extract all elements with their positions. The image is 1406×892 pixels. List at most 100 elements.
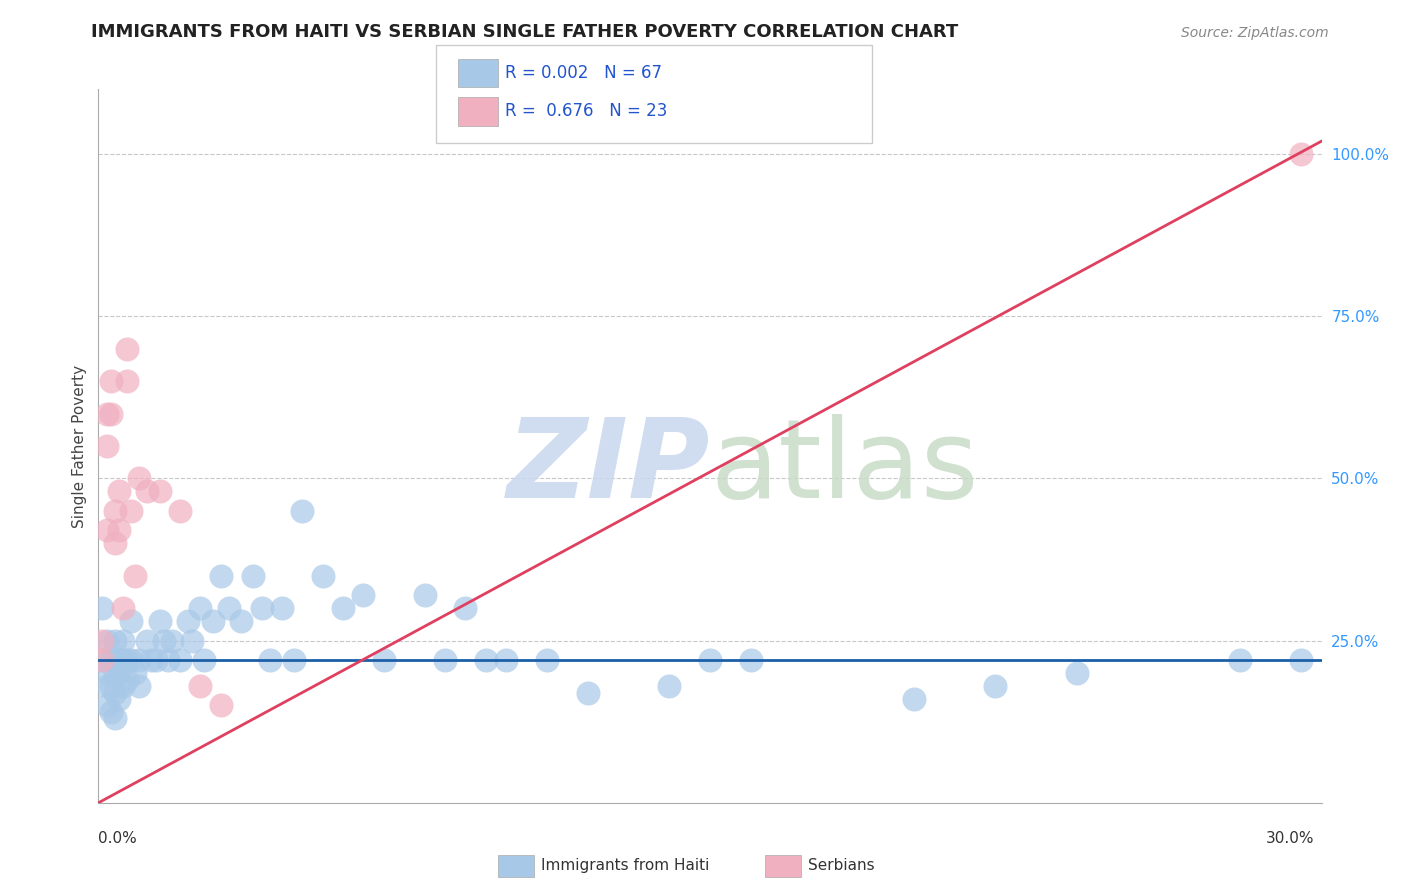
Point <box>108 484 131 499</box>
Text: Source: ZipAtlas.com: Source: ZipAtlas.com <box>1181 27 1329 40</box>
Point <box>740 653 762 667</box>
Point <box>250 601 273 615</box>
Point <box>434 653 457 667</box>
Point <box>141 653 163 667</box>
Point <box>104 633 127 648</box>
Point <box>1291 653 1313 667</box>
Point <box>91 653 114 667</box>
Point <box>108 666 131 681</box>
Point <box>104 536 127 550</box>
Point <box>352 588 374 602</box>
Point <box>96 439 118 453</box>
Text: R =  0.676   N = 23: R = 0.676 N = 23 <box>505 103 666 120</box>
Point <box>152 633 174 648</box>
Point <box>124 666 146 681</box>
Point <box>291 504 314 518</box>
Point <box>1229 653 1251 667</box>
Point <box>145 653 167 667</box>
Point <box>111 601 134 615</box>
Point <box>96 698 118 713</box>
Point <box>104 685 127 699</box>
Point <box>120 614 142 628</box>
Point <box>100 705 122 719</box>
Point <box>96 679 118 693</box>
Point <box>1291 147 1313 161</box>
Point <box>104 504 127 518</box>
Point <box>984 679 1007 693</box>
Point <box>1066 666 1088 681</box>
Point <box>160 633 183 648</box>
Point <box>209 698 232 713</box>
Point <box>115 673 138 687</box>
Point <box>96 666 118 681</box>
Point <box>658 679 681 693</box>
Point <box>209 568 232 582</box>
Point <box>149 614 172 628</box>
Point <box>100 407 122 421</box>
Point <box>181 633 204 648</box>
Point <box>536 653 558 667</box>
Text: R = 0.002   N = 67: R = 0.002 N = 67 <box>505 64 662 82</box>
Point <box>193 653 215 667</box>
Text: ZIP: ZIP <box>506 414 710 521</box>
Point <box>903 692 925 706</box>
Point <box>100 679 122 693</box>
Point <box>218 601 240 615</box>
Point <box>188 679 212 693</box>
Point <box>259 653 281 667</box>
Point <box>91 633 114 648</box>
Text: IMMIGRANTS FROM HAITI VS SERBIAN SINGLE FATHER POVERTY CORRELATION CHART: IMMIGRANTS FROM HAITI VS SERBIAN SINGLE … <box>91 23 959 41</box>
Point <box>332 601 354 615</box>
Text: Serbians: Serbians <box>808 858 875 872</box>
Text: 30.0%: 30.0% <box>1267 831 1315 846</box>
Point <box>120 504 142 518</box>
Point <box>156 653 179 667</box>
Point <box>312 568 335 582</box>
Point <box>120 653 142 667</box>
Point <box>91 653 114 667</box>
Point <box>188 601 212 615</box>
Point <box>495 653 517 667</box>
Point <box>454 601 477 615</box>
Point <box>104 711 127 725</box>
Point <box>108 524 131 538</box>
Point <box>115 342 138 356</box>
Y-axis label: Single Father Poverty: Single Father Poverty <box>72 365 87 527</box>
Point <box>104 666 127 681</box>
Point <box>270 601 294 615</box>
Text: Immigrants from Haiti: Immigrants from Haiti <box>541 858 710 872</box>
Point <box>100 374 122 388</box>
Point <box>96 633 118 648</box>
Point <box>111 679 134 693</box>
Point <box>169 653 191 667</box>
Point <box>128 653 150 667</box>
Point <box>149 484 172 499</box>
Point <box>136 484 159 499</box>
Point <box>576 685 599 699</box>
Point <box>699 653 721 667</box>
Point <box>177 614 200 628</box>
Point <box>124 568 146 582</box>
Point <box>111 633 134 648</box>
Point <box>128 471 150 485</box>
Point <box>169 504 191 518</box>
Point <box>96 407 118 421</box>
Text: 0.0%: 0.0% <box>98 831 138 846</box>
Point <box>413 588 436 602</box>
Point <box>108 692 131 706</box>
Point <box>100 653 122 667</box>
Text: atlas: atlas <box>710 414 979 521</box>
Point <box>91 601 114 615</box>
Point <box>242 568 264 582</box>
Point <box>231 614 253 628</box>
Point <box>201 614 224 628</box>
Point <box>115 653 138 667</box>
Point <box>115 374 138 388</box>
Point <box>111 653 134 667</box>
Point <box>283 653 305 667</box>
Point <box>373 653 395 667</box>
Point <box>128 679 150 693</box>
Point <box>136 633 159 648</box>
Point <box>474 653 498 667</box>
Point <box>96 524 118 538</box>
